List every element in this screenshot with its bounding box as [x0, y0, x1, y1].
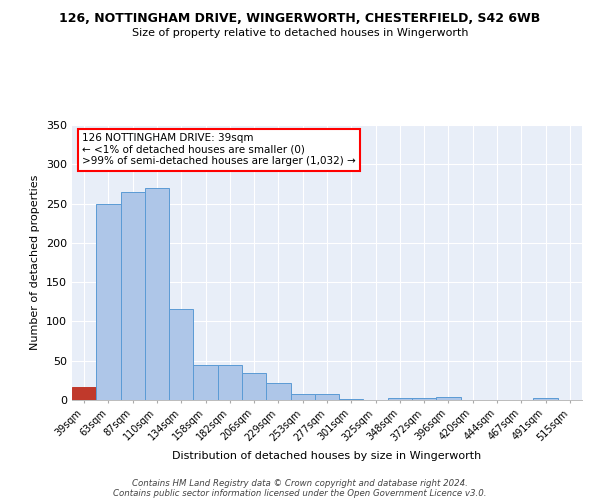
- Bar: [315, 394, 339, 400]
- Bar: [436, 397, 461, 400]
- Bar: [218, 366, 242, 400]
- Bar: [193, 364, 218, 400]
- Bar: [145, 188, 169, 400]
- Text: 126, NOTTINGHAM DRIVE, WINGERWORTH, CHESTERFIELD, S42 6WB: 126, NOTTINGHAM DRIVE, WINGERWORTH, CHES…: [59, 12, 541, 26]
- Text: Contains public sector information licensed under the Open Government Licence v3: Contains public sector information licen…: [113, 488, 487, 498]
- Bar: [412, 398, 436, 400]
- Text: Size of property relative to detached houses in Wingerworth: Size of property relative to detached ho…: [132, 28, 468, 38]
- Bar: [121, 192, 145, 400]
- Bar: [169, 309, 193, 400]
- Bar: [533, 398, 558, 400]
- X-axis label: Distribution of detached houses by size in Wingerworth: Distribution of detached houses by size …: [172, 451, 482, 461]
- Text: 126 NOTTINGHAM DRIVE: 39sqm
← <1% of detached houses are smaller (0)
>99% of sem: 126 NOTTINGHAM DRIVE: 39sqm ← <1% of det…: [82, 133, 356, 166]
- Bar: [242, 372, 266, 400]
- Text: Contains HM Land Registry data © Crown copyright and database right 2024.: Contains HM Land Registry data © Crown c…: [132, 478, 468, 488]
- Y-axis label: Number of detached properties: Number of detached properties: [31, 175, 40, 350]
- Bar: [72, 386, 96, 400]
- Bar: [96, 204, 121, 400]
- Bar: [290, 394, 315, 400]
- Bar: [339, 399, 364, 400]
- Bar: [266, 382, 290, 400]
- Bar: [388, 398, 412, 400]
